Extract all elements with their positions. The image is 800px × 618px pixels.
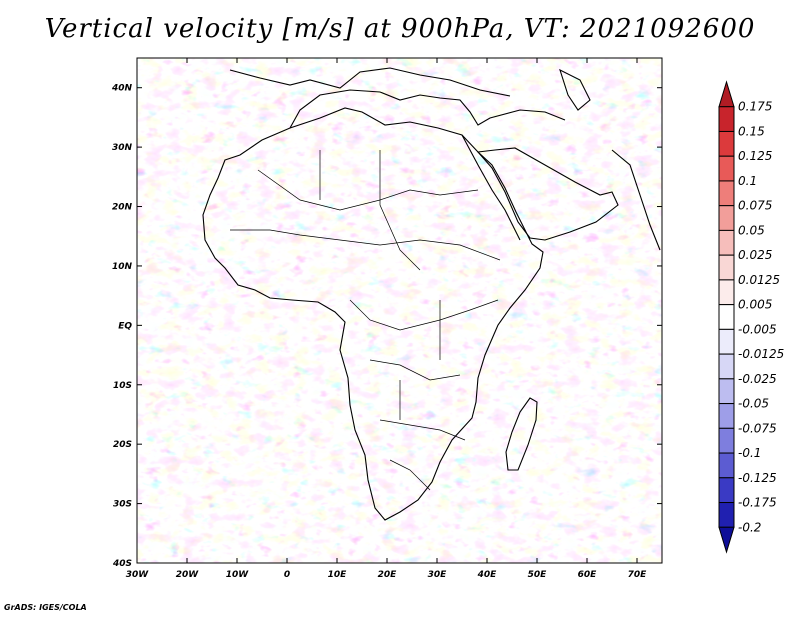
india-coast: [611, 149, 661, 251]
colorbar-label: 0.175: [738, 100, 772, 114]
x-tick-label: 10E: [328, 570, 348, 580]
x-tick-label: 20W: [176, 570, 200, 580]
velocity-field: [137, 58, 662, 563]
colorbar-label: 0.15: [738, 124, 765, 138]
colorbar-swatch: [718, 403, 735, 429]
colorbar-swatch: [718, 378, 735, 405]
y-tick-label: 10N: [112, 262, 133, 272]
x-tick-label: 30E: [428, 570, 448, 580]
colorbar-swatch: [718, 279, 735, 306]
border-line: [369, 359, 461, 381]
colorbar-label: 0.1: [738, 174, 757, 188]
colorbar-label: 0.075: [738, 199, 772, 213]
arabia-coastline: [476, 147, 619, 241]
colorbar-swatch: [718, 502, 735, 528]
border-line: [379, 150, 421, 271]
red-sea-coast: [461, 134, 521, 241]
colorbar-label: 0.005: [738, 298, 772, 312]
colorbar-label: 0.0125: [738, 273, 780, 287]
colorbar-swatch: [718, 427, 735, 454]
x-tick-label: 30W: [126, 570, 150, 580]
border-line: [230, 229, 501, 261]
y-tick-label: EQ: [118, 321, 132, 331]
colorbar-label: -0.2: [738, 520, 761, 534]
y-tick-label: 30N: [112, 143, 133, 153]
map-title: Vertical velocity [m/s] at 900hPa, VT: 2…: [44, 14, 756, 44]
y-tick-label: 20S: [113, 440, 132, 450]
colorbar-label: -0.0125: [738, 347, 784, 361]
x-tick-label: 20E: [378, 570, 398, 580]
y-tick-label: 30S: [113, 500, 132, 510]
colorbar-swatch: [718, 477, 735, 504]
x-tick-label: 0: [284, 570, 290, 580]
colorbar-label: 0.05: [738, 223, 765, 237]
mediterranean-coast: [289, 89, 566, 129]
country-borders: [230, 150, 501, 491]
caspian-coast: [559, 68, 591, 111]
colorbar-swatch: [718, 205, 735, 231]
colorbar-label: -0.175: [738, 496, 777, 510]
x-tick-label: 60E: [578, 570, 598, 580]
colorbar-label: -0.125: [738, 471, 777, 485]
africa-coastline: [202, 107, 544, 521]
x-tick-label: 10W: [226, 570, 250, 580]
colorbar-label: 0.025: [738, 248, 772, 262]
colorbar-swatch: [718, 106, 735, 132]
grads-credit: GrADS: IGES/COLA: [4, 603, 87, 612]
madagascar-coastline: [505, 397, 538, 471]
border-line: [349, 299, 499, 331]
x-tick-label: 50E: [528, 570, 548, 580]
colorbar-swatch: [718, 304, 735, 330]
colorbar-swatch: [718, 229, 735, 256]
colorbar-swatch: [718, 328, 735, 355]
colorbar-label: -0.1: [738, 446, 761, 460]
coastlines: [202, 67, 661, 521]
europe-coast: [229, 67, 511, 97]
colorbar-swatch: [718, 155, 735, 182]
colorbar-label: -0.05: [738, 397, 769, 411]
colorbar-swatch: [718, 353, 735, 380]
y-tick-label: 20N: [112, 203, 133, 213]
colorbar-swatch: [718, 130, 735, 157]
colorbar-swatch: [718, 452, 735, 479]
colorbar-label: -0.025: [738, 372, 777, 386]
y-tick-label: 40S: [112, 559, 132, 569]
y-axis-ticks: 40N 30N 20N 10N EQ 10S 20S 30S 40S: [111, 84, 662, 569]
colorbar-swatch: [718, 254, 735, 281]
x-tick-label: 40E: [477, 570, 498, 580]
border-line: [389, 459, 431, 491]
x-tick-label: 70E: [628, 570, 648, 580]
colorbar-label: -0.075: [738, 421, 777, 435]
x-axis-ticks: 30W 20W 10W 0 10E 20E 30E 40E 50E 60E 70E: [126, 58, 647, 580]
colorbar-label: -0.005: [738, 322, 777, 336]
y-tick-label: 40N: [111, 84, 133, 94]
colorbar-label: 0.125: [738, 149, 772, 163]
colorbar-swatch: [718, 526, 735, 554]
colorbar-swatch: [718, 80, 735, 108]
colorbar-swatch: [718, 180, 735, 207]
y-tick-label: 10S: [113, 381, 132, 391]
colorbar: 0.175 0.15 0.125 0.1 0.075 0.05 0.025 0.0125 0.0…: [718, 80, 784, 554]
border-line: [379, 419, 466, 441]
map-frame: [136, 57, 663, 564]
